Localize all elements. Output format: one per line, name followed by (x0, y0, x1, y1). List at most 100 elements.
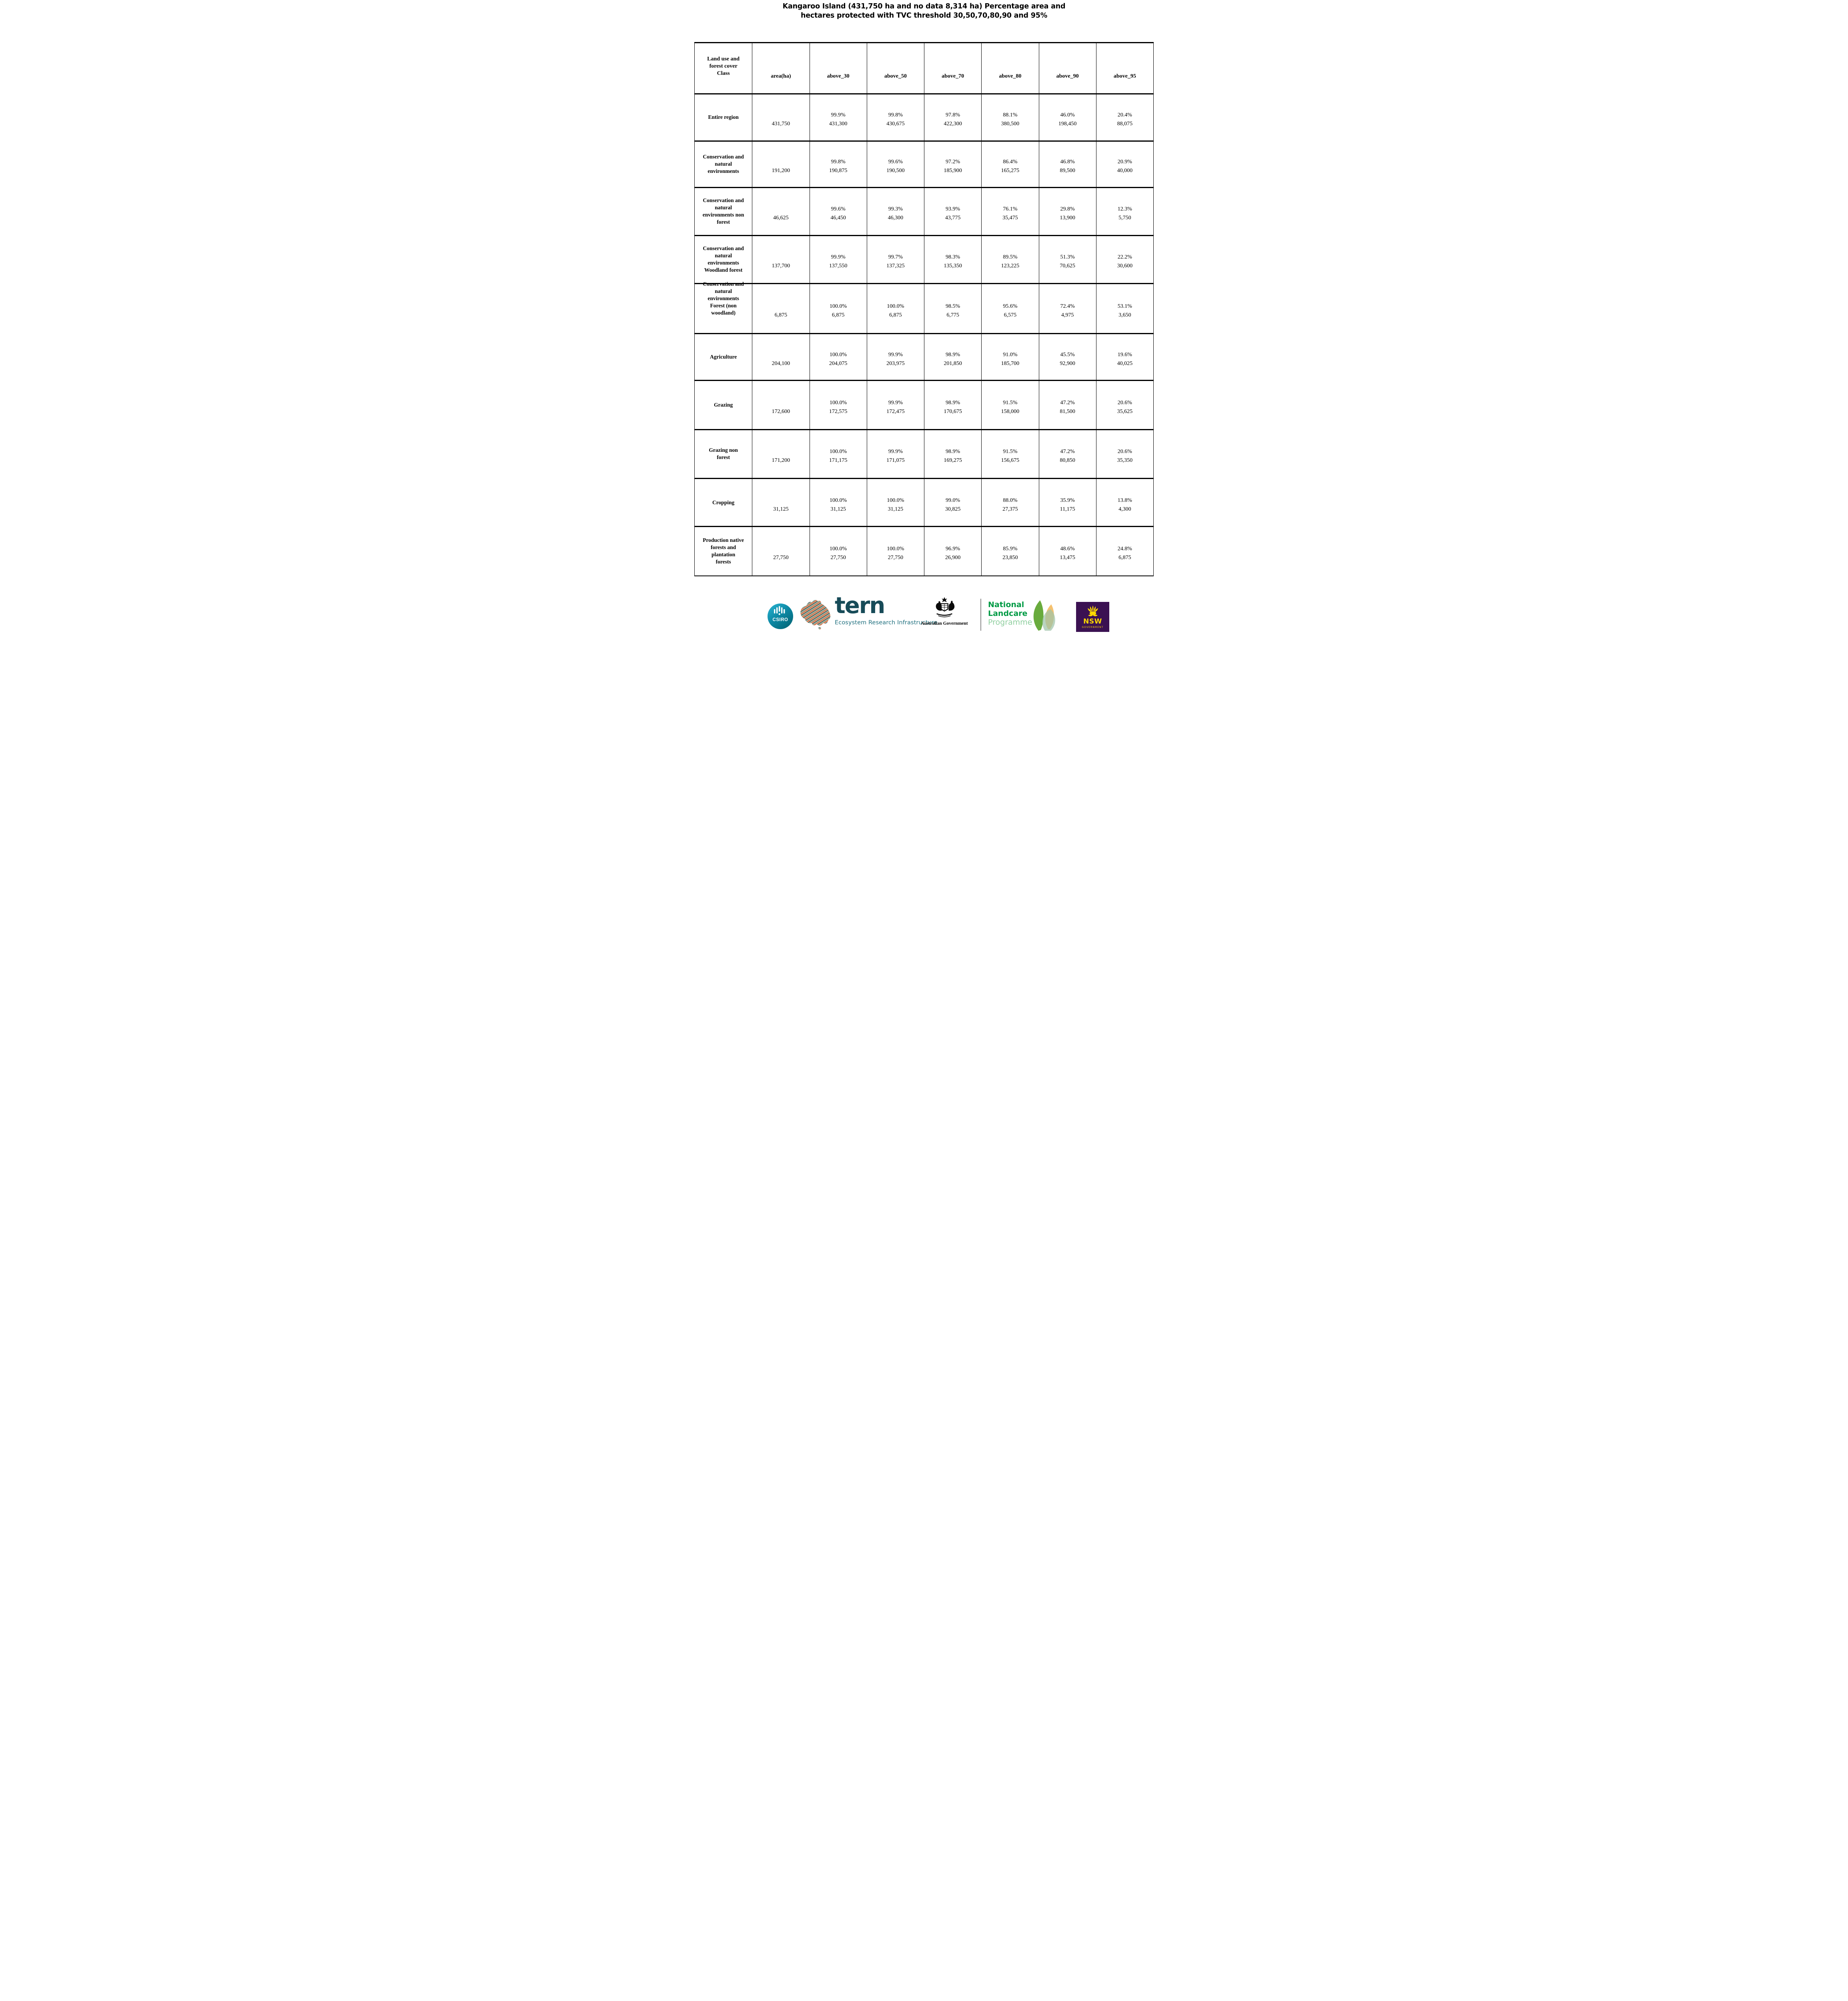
hectares-value: 204,075 (829, 360, 848, 367)
data-cell: 97.2% 185,900 (924, 141, 981, 187)
hectares-value: 123,225 (1001, 263, 1020, 269)
header-area-ha: area(ha) (752, 43, 809, 93)
percent-value: 100.0% (830, 449, 847, 455)
data-cell: 89.5% 123,225 (981, 236, 1038, 283)
hectares-value: 4,975 (1061, 312, 1074, 318)
row-label: Agriculture (710, 353, 737, 360)
area-cell: 191,200 (752, 141, 809, 187)
landcare-logo-text: National Landcare Programme (988, 600, 1032, 627)
percent-value: 100.0% (887, 497, 904, 503)
tern-australia-map-icon (800, 600, 831, 630)
australian-government-logo: Australian Government (911, 596, 978, 626)
data-cell: 98.9% 170,675 (924, 381, 981, 429)
percent-value: 53.1% (1117, 303, 1132, 309)
percent-value: 100.0% (830, 351, 847, 358)
percent-value: 100.0% (830, 399, 847, 406)
percent-value: 46.0% (1060, 112, 1075, 118)
csiro-waveform-icon (774, 606, 785, 615)
data-cell: 72.4% 4,975 (1038, 284, 1096, 333)
percent-value: 45.5% (1060, 351, 1075, 358)
hectares-value: 70,625 (1060, 263, 1075, 269)
data-cell: 100.0% 31,125 (866, 479, 924, 526)
data-cell: 99.8% 430,675 (866, 94, 924, 140)
table-row-agriculture: Agriculture 204,100 100.0% 204,075 99.9% 2… (695, 333, 1153, 380)
report-page: Kangaroo Island (431,750 ha and no data … (693, 0, 1155, 634)
data-cell: 20.9% 40,000 (1096, 141, 1153, 187)
data-cell: 95.6% 6,575 (981, 284, 1038, 333)
percent-value: 99.0% (946, 497, 960, 503)
hectares-value: 92,900 (1060, 360, 1075, 367)
area-cell: 204,100 (752, 334, 809, 380)
hectares-value: 6,875 (889, 312, 902, 318)
data-cell: 93.9% 43,775 (924, 188, 981, 235)
data-cell: 100.0% 27,750 (809, 527, 867, 575)
data-cell: 97.8% 422,300 (924, 94, 981, 140)
nsw-government-logo: NSW GOVERNMENT (1076, 602, 1109, 632)
percent-value: 35.9% (1060, 497, 1075, 503)
hectares-value: 80,850 (1060, 457, 1075, 464)
hectares-value: 137,550 (829, 263, 848, 269)
hectares-value: 31,125 (888, 506, 904, 512)
tern-wordmark: tern (835, 593, 885, 619)
row-label: Production native forests and plantation… (703, 537, 744, 565)
hectares-value: 27,750 (830, 555, 846, 561)
percent-value: 99.6% (831, 206, 846, 212)
percent-value: 97.8% (946, 112, 960, 118)
area-cell: 137,700 (752, 236, 809, 283)
percent-value: 88.1% (1003, 112, 1018, 118)
table-row-grazing-non-forest: Grazing non forest 171,200 100.0% 171,175… (695, 429, 1153, 478)
hectares-value: 430,675 (886, 121, 905, 127)
page-title: Kangaroo Island (431,750 ha and no data … (782, 2, 1066, 20)
hectares-value: 81,500 (1060, 408, 1075, 415)
hectares-value: 88,075 (1117, 121, 1133, 127)
data-cell: 98.5% 6,775 (924, 284, 981, 333)
data-cell: 99.9% 171,075 (866, 430, 924, 478)
data-cell: 100.0% 204,075 (809, 334, 867, 380)
landcare-line1: National (988, 600, 1024, 609)
hectares-value: 135,350 (944, 263, 962, 269)
hectares-value: 23,850 (1002, 555, 1018, 561)
data-cell: 85.9% 23,850 (981, 527, 1038, 575)
hectares-value: 27,750 (888, 555, 904, 561)
row-label: Conservation and natural environments (703, 154, 744, 174)
data-cell: 22.2% 30,600 (1096, 236, 1153, 283)
percent-value: 89.5% (1003, 254, 1018, 260)
hectares-value: 137,325 (886, 263, 905, 269)
hectares-value: 169,275 (944, 457, 962, 464)
table-header-row: Land use and forest cover Class area(ha)… (695, 43, 1153, 93)
hectares-value: 35,350 (1117, 457, 1133, 464)
data-cell: 98.9% 169,275 (924, 430, 981, 478)
percent-value: 99.7% (888, 254, 903, 260)
data-cell: 48.6% 13,475 (1038, 527, 1096, 575)
data-cell: 29.8% 13,900 (1038, 188, 1096, 235)
data-cell: 91.5% 158,000 (981, 381, 1038, 429)
data-cell: 99.9% 172,475 (866, 381, 924, 429)
percent-value: 96.9% (946, 546, 960, 552)
data-cell: 99.0% 30,825 (924, 479, 981, 526)
hectares-value: 203,975 (886, 360, 905, 367)
data-cell: 47.2% 81,500 (1038, 381, 1096, 429)
percent-value: 99.6% (888, 159, 903, 165)
data-cell: 96.9% 26,900 (924, 527, 981, 575)
hectares-value: 380,500 (1001, 121, 1020, 127)
data-cell: 100.0% 172,575 (809, 381, 867, 429)
header-above-95: above_95 (1096, 43, 1153, 93)
percent-value: 88.0% (1003, 497, 1018, 503)
hectares-value: 13,900 (1060, 215, 1075, 221)
header-above-30: above_30 (809, 43, 867, 93)
percent-value: 86.4% (1003, 159, 1018, 165)
data-cell: 88.0% 27,375 (981, 479, 1038, 526)
data-cell: 98.9% 201,850 (924, 334, 981, 380)
data-cell: 51.3% 70,625 (1038, 236, 1096, 283)
australian-government-label: Australian Government (921, 621, 968, 626)
row-label: Cropping (712, 499, 735, 505)
hectares-value: 43,775 (945, 215, 961, 221)
hectares-value: 172,475 (886, 408, 905, 415)
data-cell: 46.8% 89,500 (1038, 141, 1096, 187)
data-cell: 99.9% 203,975 (866, 334, 924, 380)
percent-value: 100.0% (830, 546, 847, 552)
percent-value: 99.8% (831, 159, 846, 165)
percent-value: 99.8% (888, 112, 903, 118)
percent-value: 99.9% (888, 351, 903, 358)
table-row-grazing: Grazing 172,600 100.0% 172,575 99.9% 172,4… (695, 380, 1153, 429)
